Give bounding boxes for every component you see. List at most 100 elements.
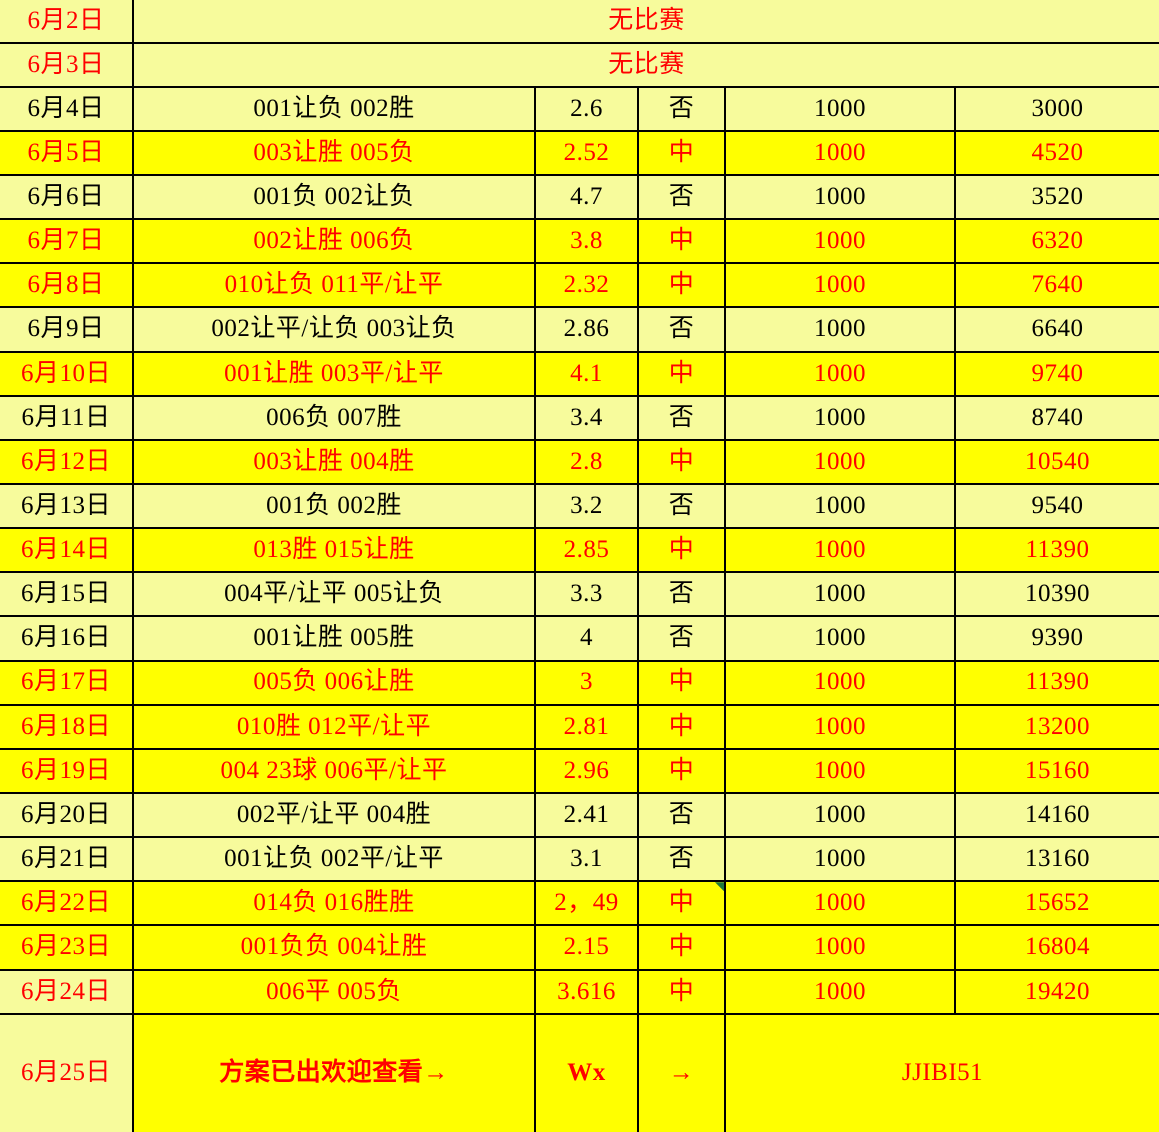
cell-odds[interactable]: 3 bbox=[534, 659, 639, 706]
cell-date[interactable]: 6月2日 bbox=[0, 0, 134, 44]
cell-hit-status[interactable]: 否 bbox=[637, 85, 726, 132]
cell-promo-account[interactable]: JJIBI51 bbox=[723, 1013, 1159, 1132]
cell-date[interactable]: 6月4日 bbox=[0, 85, 134, 132]
cell-profit[interactable]: 13160 bbox=[953, 836, 1159, 883]
cell-match-selection[interactable]: 005负 006让胜 bbox=[132, 659, 536, 706]
cell-profit[interactable]: 8740 bbox=[953, 394, 1159, 441]
cell-profit[interactable]: 6320 bbox=[953, 218, 1159, 265]
cell-profit[interactable]: 10540 bbox=[953, 438, 1159, 485]
cell-match-selection[interactable]: 001让负 002胜 bbox=[132, 85, 536, 132]
cell-profit[interactable]: 10390 bbox=[953, 571, 1159, 618]
cell-odds[interactable]: 4 bbox=[534, 615, 639, 662]
cell-hit-status[interactable]: 否 bbox=[637, 791, 726, 839]
cell-stake[interactable]: 1000 bbox=[724, 747, 956, 794]
cell-match-selection[interactable]: 001负 002胜 bbox=[132, 482, 536, 530]
cell-date[interactable]: 6月15日 bbox=[0, 571, 134, 618]
cell-match-selection[interactable]: 001让负 002平/让平 bbox=[132, 836, 536, 883]
cell-stake[interactable]: 1000 bbox=[724, 791, 956, 839]
cell-match-selection[interactable]: 001让胜 005胜 bbox=[132, 615, 536, 662]
cell-hit-status[interactable]: 中 bbox=[637, 747, 726, 794]
cell-hit-status[interactable]: 中 bbox=[637, 880, 726, 927]
cell-date[interactable]: 6月11日 bbox=[0, 394, 134, 441]
cell-stake[interactable]: 1000 bbox=[724, 306, 956, 353]
cell-date[interactable]: 6月8日 bbox=[0, 262, 134, 309]
cell-odds[interactable]: 2，49 bbox=[534, 880, 639, 927]
cell-date[interactable]: 6月13日 bbox=[0, 482, 134, 530]
cell-profit[interactable]: 14160 bbox=[953, 791, 1159, 839]
cell-match-selection[interactable]: 010胜 012平/让平 bbox=[132, 703, 536, 750]
cell-hit-status[interactable]: 中 bbox=[637, 262, 726, 309]
cell-profit[interactable]: 15652 bbox=[953, 880, 1159, 927]
cell-match-selection[interactable]: 001负 002让负 bbox=[132, 173, 536, 221]
cell-date[interactable]: 6月12日 bbox=[0, 438, 134, 485]
cell-stake[interactable]: 1000 bbox=[724, 482, 956, 530]
cell-odds[interactable]: 2.96 bbox=[534, 747, 639, 794]
cell-odds[interactable]: 2.85 bbox=[534, 527, 639, 574]
cell-hit-status[interactable]: 中 bbox=[637, 438, 726, 485]
cell-stake[interactable]: 1000 bbox=[724, 924, 956, 971]
cell-hit-status[interactable]: 中 bbox=[637, 924, 726, 971]
cell-date[interactable]: 6月6日 bbox=[0, 173, 134, 221]
cell-stake[interactable]: 1000 bbox=[724, 571, 956, 618]
cell-odds[interactable]: 2.52 bbox=[534, 129, 639, 177]
cell-match-selection[interactable]: 010让负 011平/让平 bbox=[132, 262, 536, 309]
cell-date[interactable]: 6月23日 bbox=[0, 924, 134, 971]
cell-odds[interactable]: 4.7 bbox=[534, 173, 639, 221]
cell-stake[interactable]: 1000 bbox=[724, 659, 956, 706]
cell-date[interactable]: 6月22日 bbox=[0, 880, 134, 927]
cell-stake[interactable]: 1000 bbox=[724, 968, 956, 1016]
cell-odds[interactable]: 3.616 bbox=[534, 968, 639, 1016]
cell-profit[interactable]: 16804 bbox=[953, 924, 1159, 971]
cell-hit-status[interactable]: 否 bbox=[637, 394, 726, 441]
cell-odds[interactable]: 2.8 bbox=[534, 438, 639, 485]
cell-odds[interactable]: 2.15 bbox=[534, 924, 639, 971]
cell-odds[interactable]: 2.32 bbox=[534, 262, 639, 309]
cell-hit-status[interactable]: 否 bbox=[637, 173, 726, 221]
cell-match-selection[interactable]: 003让胜 005负 bbox=[132, 129, 536, 177]
cell-promo-channel[interactable]: Wx bbox=[534, 1013, 639, 1132]
cell-hit-status[interactable]: 否 bbox=[637, 306, 726, 353]
cell-profit[interactable]: 3520 bbox=[953, 173, 1159, 221]
cell-odds[interactable]: 2.6 bbox=[534, 85, 639, 132]
cell-match-selection[interactable]: 006平 005负 bbox=[132, 968, 536, 1016]
cell-date[interactable]: 6月21日 bbox=[0, 836, 134, 883]
cell-profit[interactable]: 3000 bbox=[953, 85, 1159, 132]
cell-profit[interactable]: 9540 bbox=[953, 482, 1159, 530]
cell-profit[interactable]: 19420 bbox=[953, 968, 1159, 1016]
cell-promo-date[interactable]: 6月25日 bbox=[0, 1013, 134, 1132]
cell-profit[interactable]: 7640 bbox=[953, 262, 1159, 309]
cell-stake[interactable]: 1000 bbox=[724, 350, 956, 397]
cell-odds[interactable]: 2.41 bbox=[534, 791, 639, 839]
cell-date[interactable]: 6月20日 bbox=[0, 791, 134, 839]
cell-odds[interactable]: 4.1 bbox=[534, 350, 639, 397]
cell-stake[interactable]: 1000 bbox=[724, 129, 956, 177]
cell-stake[interactable]: 1000 bbox=[724, 880, 956, 927]
cell-odds[interactable]: 2.86 bbox=[534, 306, 639, 353]
cell-hit-status[interactable]: 否 bbox=[637, 482, 726, 530]
cell-stake[interactable]: 1000 bbox=[724, 438, 956, 485]
cell-hit-status[interactable]: 中 bbox=[637, 218, 726, 265]
cell-match-selection[interactable]: 002让胜 006负 bbox=[132, 218, 536, 265]
cell-date[interactable]: 6月3日 bbox=[0, 41, 134, 88]
cell-hit-status[interactable]: 否 bbox=[637, 571, 726, 618]
cell-no-match-notice[interactable]: 无比赛 bbox=[131, 41, 1159, 88]
cell-no-match-notice[interactable]: 无比赛 bbox=[131, 0, 1159, 44]
cell-promo-message[interactable]: 方案已出欢迎查看→ bbox=[132, 1013, 536, 1132]
cell-hit-status[interactable]: 中 bbox=[637, 703, 726, 750]
cell-stake[interactable]: 1000 bbox=[724, 703, 956, 750]
cell-match-selection[interactable]: 001让胜 003平/让平 bbox=[132, 350, 536, 397]
cell-match-selection[interactable]: 004 23球 006平/让平 bbox=[132, 747, 536, 794]
cell-odds[interactable]: 3.4 bbox=[534, 394, 639, 441]
cell-profit[interactable]: 6640 bbox=[953, 306, 1159, 353]
cell-match-selection[interactable]: 004平/让平 005让负 bbox=[132, 571, 536, 618]
cell-stake[interactable]: 1000 bbox=[724, 836, 956, 883]
cell-date[interactable]: 6月18日 bbox=[0, 703, 134, 750]
cell-profit[interactable]: 15160 bbox=[953, 747, 1159, 794]
cell-odds[interactable]: 3.8 bbox=[534, 218, 639, 265]
cell-date[interactable]: 6月5日 bbox=[0, 129, 134, 177]
cell-odds[interactable]: 3.3 bbox=[534, 571, 639, 618]
cell-match-selection[interactable]: 013胜 015让胜 bbox=[132, 527, 536, 574]
cell-profit[interactable]: 11390 bbox=[953, 527, 1159, 574]
cell-date[interactable]: 6月16日 bbox=[0, 615, 134, 662]
cell-stake[interactable]: 1000 bbox=[724, 527, 956, 574]
